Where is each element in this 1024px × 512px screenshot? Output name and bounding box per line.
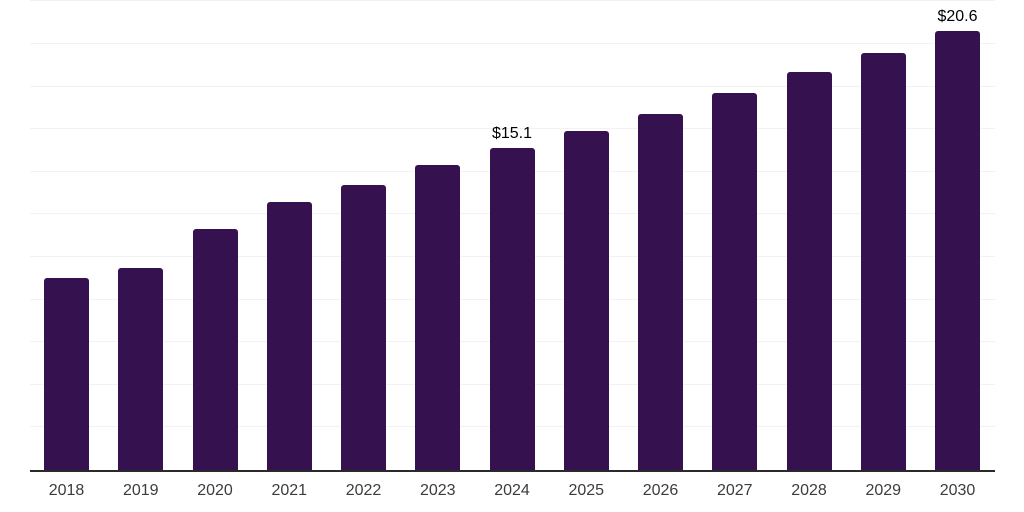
x-axis-tick-label: 2019 bbox=[122, 482, 159, 499]
x-axis-tick-label: 2020 bbox=[197, 482, 233, 499]
gridline bbox=[30, 128, 995, 130]
bar-2024 bbox=[489, 148, 535, 470]
bar-2029 bbox=[860, 52, 906, 470]
x-axis-tick-label: 2025 bbox=[568, 482, 605, 499]
bar-2020 bbox=[192, 229, 238, 470]
x-axis-tick-label: 2028 bbox=[791, 482, 827, 499]
bar-2018 bbox=[44, 278, 89, 470]
bar-2026 bbox=[638, 114, 683, 470]
x-axis-tick-label: 2023 bbox=[419, 482, 456, 499]
x-axis-tick-label: 2030 bbox=[939, 482, 976, 499]
bar-2030 bbox=[935, 31, 980, 470]
x-axis-tick-label: 2018 bbox=[48, 482, 85, 499]
x-axis-tick-label: 2029 bbox=[865, 482, 902, 499]
x-axis-tick-label: 2024 bbox=[494, 482, 530, 499]
x-axis-tick-label: 2027 bbox=[716, 482, 753, 499]
bar-2021 bbox=[266, 201, 312, 470]
gridline bbox=[30, 85, 995, 87]
x-axis-tick-label: 2026 bbox=[642, 482, 679, 499]
bar-2019 bbox=[118, 267, 164, 470]
bar-2022 bbox=[341, 184, 386, 470]
bar-2027 bbox=[712, 93, 758, 470]
x-axis-line bbox=[30, 470, 995, 472]
bar-value-label: $15.1 bbox=[491, 125, 533, 143]
x-axis-tick-label: 2021 bbox=[271, 482, 308, 499]
gridline bbox=[30, 43, 995, 44]
bar-2023 bbox=[415, 165, 461, 470]
bar-2025 bbox=[563, 131, 609, 470]
plot-area: $15.1 $20.6 bbox=[30, 0, 995, 472]
x-axis-tick-label: 2022 bbox=[345, 482, 382, 499]
bar-value-label: $20.6 bbox=[937, 8, 978, 26]
bar-2028 bbox=[786, 71, 832, 470]
gridline bbox=[30, 0, 995, 2]
